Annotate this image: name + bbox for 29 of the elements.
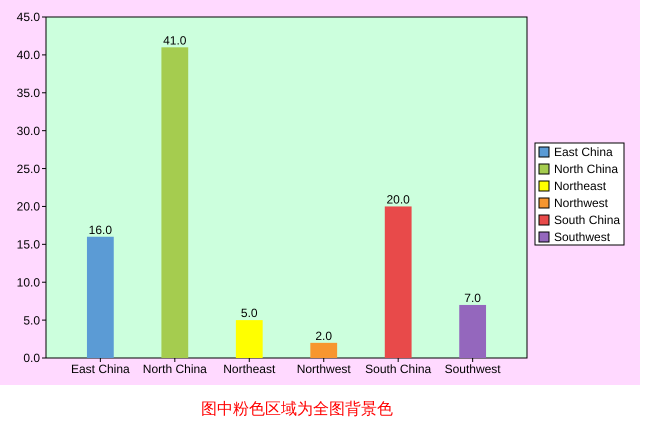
x-tick-label: North China — [142, 362, 208, 376]
data-label: 2.0 — [315, 328, 332, 343]
x-tick-label: Southwest — [444, 362, 502, 376]
y-tick-label: 30.0 — [16, 124, 40, 138]
data-label: 5.0 — [240, 306, 258, 320]
text: 图中粉色区域为全图背景色 — [201, 400, 393, 418]
x-tick-label: Northeast — [223, 362, 276, 376]
y-tick-label: 15.0 — [16, 238, 40, 252]
data-label: 7.0 — [464, 290, 482, 305]
y-tick-label: 35.0 — [16, 86, 40, 100]
legend-label: South China — [554, 213, 620, 228]
y-tick-label: 10.0 — [16, 275, 40, 290]
legend-label: Southwest — [554, 230, 611, 244]
y-tick-label: 0.0 — [23, 351, 40, 366]
data-label: 20.0 — [386, 192, 410, 206]
y-tick-label: 5.0 — [23, 313, 40, 328]
legend-label: North China — [554, 162, 618, 176]
x-tick-label: East China — [71, 362, 130, 376]
x-tick-label: South China — [365, 362, 432, 376]
x-tick-label: Northwest — [296, 362, 352, 376]
data-label: 41.0 — [163, 33, 187, 48]
legend-label: East China — [554, 145, 614, 160]
y-tick-label: 40.0 — [16, 48, 40, 62]
legend-label: Northwest — [554, 196, 609, 210]
legend-label: Northeast — [554, 179, 607, 194]
y-tick-label: 25.0 — [16, 162, 40, 176]
y-tick-label: 20.0 — [16, 200, 40, 214]
y-tick-label: 45.0 — [16, 10, 40, 24]
data-label: 16.0 — [88, 222, 112, 237]
